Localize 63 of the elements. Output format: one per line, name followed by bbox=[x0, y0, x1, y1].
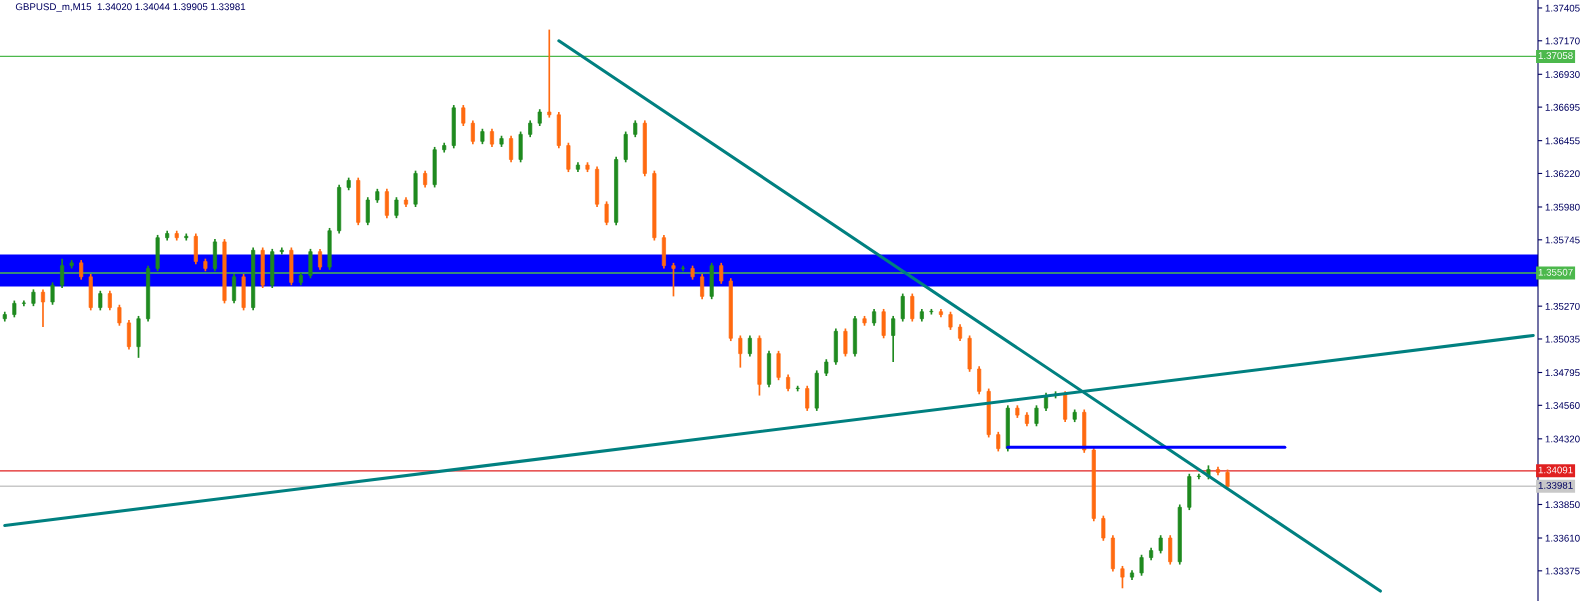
candlestick bbox=[604, 200, 609, 226]
candlestick bbox=[1101, 514, 1106, 542]
candlestick bbox=[461, 104, 466, 127]
y-tick-label: 1.37405 bbox=[1545, 4, 1580, 12]
candlestick bbox=[1139, 553, 1144, 577]
candlestick bbox=[747, 334, 752, 358]
candlestick bbox=[1168, 534, 1173, 566]
y-tick-label: 1.35270 bbox=[1545, 302, 1580, 310]
y-tick-label: 1.35980 bbox=[1545, 203, 1580, 211]
y-tick-label: 1.36220 bbox=[1545, 170, 1580, 178]
y-tick-label: 1.37170 bbox=[1545, 37, 1580, 45]
candlestick bbox=[117, 303, 122, 327]
candlestick bbox=[805, 384, 810, 412]
chart-title: GBPUSD_m,M15 1.34020 1.34044 1.39905 1.33981 bbox=[15, 3, 246, 12]
candlestick bbox=[107, 289, 112, 312]
y-tick-label: 1.35745 bbox=[1545, 236, 1580, 244]
y-tick-label: 1.34795 bbox=[1545, 369, 1580, 377]
candlestick bbox=[948, 310, 953, 331]
candlestick bbox=[50, 281, 55, 306]
y-tick-label: 1.33375 bbox=[1545, 567, 1580, 575]
candlestick bbox=[126, 319, 131, 351]
candlestick bbox=[547, 28, 552, 119]
candlestick bbox=[384, 187, 389, 219]
candlestick bbox=[98, 289, 103, 312]
candlestick bbox=[977, 365, 982, 395]
y-tick-label: 1.34560 bbox=[1545, 402, 1580, 409]
candlestick bbox=[900, 292, 905, 323]
candlestick bbox=[671, 262, 676, 298]
ref-line-label: 1.34091 bbox=[1538, 466, 1573, 474]
y-tick-label: 1.35035 bbox=[1545, 335, 1580, 343]
candlestick bbox=[60, 257, 65, 289]
candlestick bbox=[1120, 565, 1125, 590]
ref-line-label: 1.33981 bbox=[1538, 481, 1573, 489]
candlestick bbox=[700, 273, 705, 301]
candlestick bbox=[1158, 534, 1163, 555]
candlestick bbox=[1034, 404, 1039, 428]
y-tick-label: 1.36455 bbox=[1545, 137, 1580, 145]
candlestick bbox=[40, 288, 46, 328]
candlestick bbox=[910, 292, 915, 323]
y-tick-label: 1.34320 bbox=[1545, 435, 1580, 443]
candlestick bbox=[996, 431, 1001, 453]
candlestick bbox=[365, 196, 370, 226]
candlestick bbox=[738, 334, 743, 369]
candlestick bbox=[843, 327, 848, 358]
candlestick bbox=[566, 141, 571, 173]
y-tick-label: 1.36695 bbox=[1545, 103, 1580, 111]
candlestick bbox=[719, 262, 724, 285]
candlestick bbox=[881, 308, 886, 340]
candlestick bbox=[776, 350, 781, 382]
y-tick-label: 1.36930 bbox=[1545, 71, 1580, 78]
candlestick bbox=[232, 273, 237, 305]
ref-line-label: 1.37058 bbox=[1538, 52, 1573, 60]
candlestick bbox=[318, 248, 323, 271]
candlestick bbox=[489, 127, 494, 148]
ref-line-label: 1.35507 bbox=[1538, 268, 1573, 276]
y-tick-label: 1.33850 bbox=[1545, 501, 1580, 509]
candlestick bbox=[509, 134, 514, 164]
candlestick bbox=[394, 196, 399, 219]
candlestick bbox=[79, 259, 84, 281]
candlestick bbox=[470, 119, 475, 145]
y-tick-label: 1.33610 bbox=[1545, 534, 1580, 542]
candlestick bbox=[308, 248, 313, 280]
candlestick bbox=[891, 315, 896, 363]
